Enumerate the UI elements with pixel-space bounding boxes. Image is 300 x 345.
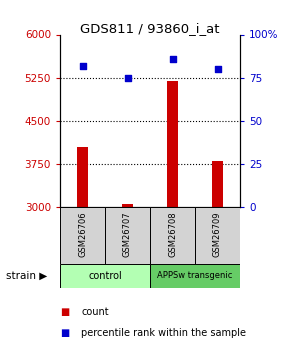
Point: [80, 63, 85, 68]
Text: GSM26709: GSM26709: [213, 211, 222, 257]
Point: [125, 75, 130, 80]
Bar: [212, 161, 223, 207]
Bar: [60, 207, 105, 264]
Text: GSM26708: GSM26708: [168, 211, 177, 257]
Text: GSM26706: GSM26706: [78, 211, 87, 257]
Text: APPSw transgenic: APPSw transgenic: [157, 272, 233, 280]
Text: count: count: [81, 307, 109, 317]
Bar: [150, 207, 195, 264]
Bar: [60, 264, 150, 288]
Text: GDS811 / 93860_i_at: GDS811 / 93860_i_at: [80, 22, 220, 36]
Bar: [122, 204, 133, 207]
Text: control: control: [88, 271, 122, 281]
Point: [215, 66, 220, 72]
Text: GSM26707: GSM26707: [123, 211, 132, 257]
Bar: [167, 80, 178, 207]
Bar: [77, 147, 88, 207]
Text: strain ▶: strain ▶: [6, 271, 47, 281]
Bar: [195, 207, 240, 264]
Point: [170, 56, 175, 61]
Bar: [150, 264, 240, 288]
Text: ■: ■: [60, 307, 69, 317]
Text: ■: ■: [60, 328, 69, 338]
Bar: [105, 207, 150, 264]
Text: percentile rank within the sample: percentile rank within the sample: [81, 328, 246, 338]
